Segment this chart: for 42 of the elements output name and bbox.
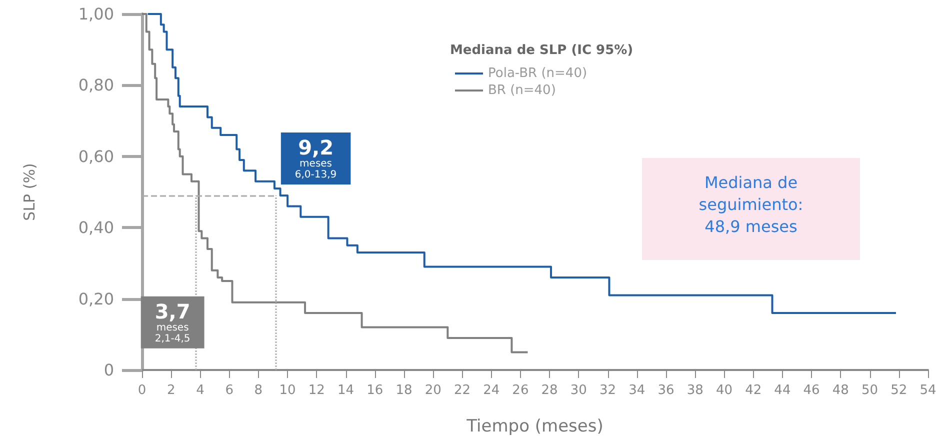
- y-axis-title: SLP (%): [20, 163, 38, 221]
- x-tick-label: 26: [512, 383, 529, 398]
- y-tick-label: 1,00: [78, 4, 114, 24]
- note-box: Mediana de seguimiento: 48,9 meses: [642, 158, 860, 260]
- x-tick-label: 52: [890, 383, 908, 398]
- x-tick-label: 34: [628, 383, 646, 398]
- x-tick-label: 2: [166, 383, 176, 398]
- x-tick-label: 54: [920, 383, 936, 398]
- x-tick-label: 6: [225, 383, 234, 398]
- y-tick-label: 0,40: [78, 218, 114, 238]
- x-tick-label: 10: [279, 383, 296, 398]
- y-tick-label: 0,80: [78, 76, 114, 95]
- y-tick-label: 0,60: [78, 146, 114, 166]
- x-tick-label: 28: [541, 383, 558, 398]
- legend-label: BR (n=40): [488, 83, 556, 98]
- x-axis-title: Tiempo (meses): [466, 416, 604, 436]
- x-tick-label: 30: [570, 383, 587, 398]
- annotation: 3,7 meses 2,1-4,5: [154, 299, 190, 344]
- x-tick-label: 14: [338, 383, 354, 398]
- legend-title: Mediana de SLP (IC 95%): [450, 43, 634, 58]
- annotation: 9,2 meses 6,0-13,9: [294, 136, 337, 181]
- y-tick-label: 0,20: [78, 289, 114, 308]
- x-tick-label: 4: [196, 383, 204, 398]
- x-tick-label: 24: [483, 383, 500, 398]
- x-tick-label: 50: [862, 383, 878, 398]
- x-tick-label: 8: [254, 383, 263, 398]
- x-tick-label: 44: [774, 383, 791, 398]
- x-tick-label: 32: [600, 383, 616, 398]
- x-tick-label: 42: [745, 383, 762, 398]
- x-tick-label: 22: [454, 383, 470, 398]
- x-tick-label: 20: [424, 383, 442, 398]
- x-tick-label: 48: [832, 383, 849, 398]
- x-tick-label: 0: [138, 383, 146, 398]
- legend-label: Pola-BR (n=40): [488, 66, 588, 81]
- x-tick-label: 40: [716, 383, 732, 398]
- x-tick-label: 18: [396, 383, 412, 398]
- x-tick-label: 36: [658, 383, 674, 398]
- x-tick-label: 12: [308, 383, 325, 398]
- y-tick-label: 0: [104, 360, 114, 380]
- x-tick-label: 46: [803, 383, 820, 398]
- x-tick-label: 38: [686, 383, 704, 398]
- x-tick-label: 16: [366, 383, 384, 398]
